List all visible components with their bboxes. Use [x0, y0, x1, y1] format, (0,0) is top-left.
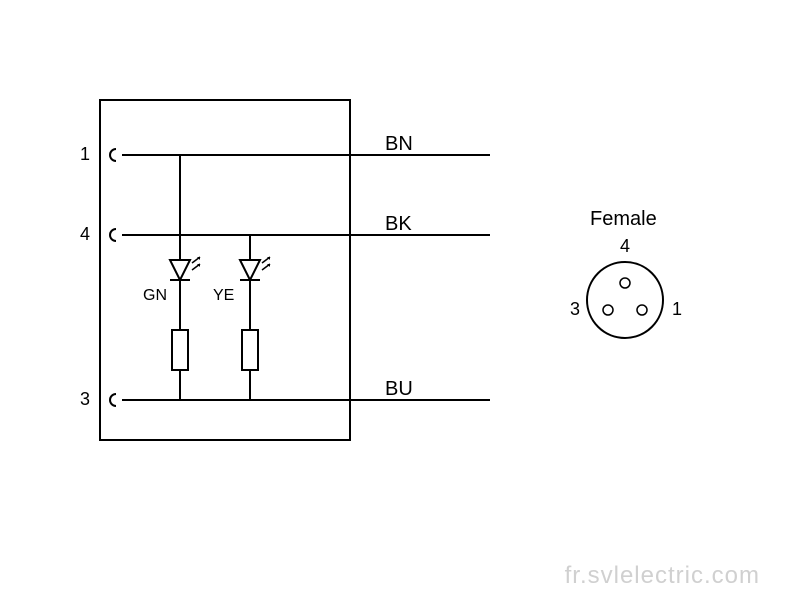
connector-pin-1-label: 1: [672, 299, 682, 319]
pin-1-label: 1: [80, 144, 90, 164]
pin-3-label: 3: [80, 389, 90, 409]
connector-pin-1: [637, 305, 647, 315]
circuit-box: [100, 100, 350, 440]
connector-pin-3: [603, 305, 613, 315]
schematic-svg: 1 4 3 GN YE BN B: [0, 0, 800, 600]
led-gn-label: GN: [143, 287, 167, 304]
resistor-1: [172, 330, 188, 370]
pin-3: 3: [80, 389, 116, 409]
led-ye-label: YE: [213, 287, 234, 304]
pin-4: 4: [80, 224, 116, 244]
led-ye: YE: [213, 257, 270, 304]
connector-pin-4: [620, 278, 630, 288]
wire-label-bk: BK: [385, 213, 412, 235]
pin-1: 1: [80, 144, 116, 164]
watermark-text: fr.svlelectric.com: [565, 562, 760, 590]
connector-pin-3-label: 3: [570, 299, 580, 319]
connector-outline: [587, 262, 663, 338]
connector-title: Female: [590, 208, 657, 230]
wire-label-bn: BN: [385, 133, 413, 155]
led-gn: GN: [143, 257, 200, 304]
wire-label-bu: BU: [385, 378, 413, 400]
resistor-2: [242, 330, 258, 370]
pin-4-label: 4: [80, 224, 90, 244]
connector-pin-4-label: 4: [620, 236, 630, 256]
